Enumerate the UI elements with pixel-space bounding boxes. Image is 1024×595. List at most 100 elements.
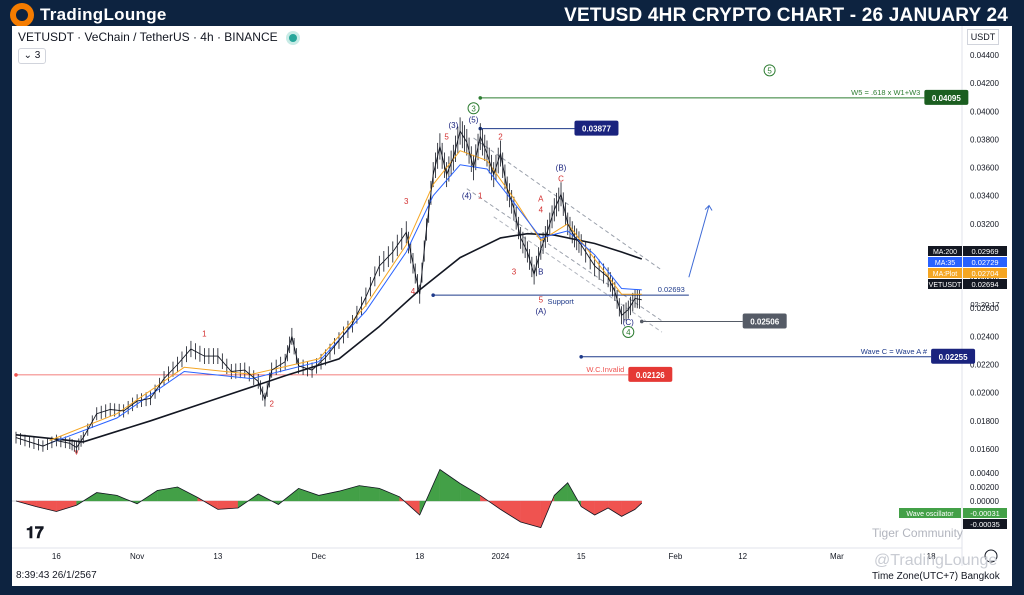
price-tick-label: 0.03400 <box>970 192 999 201</box>
ma35-line <box>49 164 642 444</box>
level-label-wave-c-target: Wave C = Wave A # <box>861 347 928 356</box>
wave-label: 3 <box>404 197 409 206</box>
price-line <box>15 129 642 449</box>
level-label-invalidation: W.C.Invalid <box>586 365 624 374</box>
wave-label: (C) <box>623 318 634 327</box>
level-tag-wave-c-low: 0.02506 <box>750 317 779 326</box>
time-tick-label: Dec <box>312 552 326 561</box>
wave-label: 5 <box>767 66 772 75</box>
wave-circle <box>467 102 480 115</box>
wave-label: 3 <box>512 267 517 276</box>
time-tick-label: Mar <box>830 552 844 561</box>
time-tick-label: 16 <box>52 552 61 561</box>
series-value-tag-bg <box>963 246 1007 256</box>
channel-lower-2 <box>493 216 663 333</box>
level-tag-bg-w5-target <box>924 89 969 105</box>
level-anchor-wave-c-low <box>639 319 644 324</box>
settings-icon <box>984 549 998 563</box>
logo-text: TradingLounge <box>40 5 167 24</box>
wave-label: B <box>538 267 543 276</box>
series-value-tag: 0.02694 <box>971 280 998 289</box>
series-value-tag: 0.02729 <box>971 258 998 267</box>
osc-segment <box>520 500 541 528</box>
wave-label: (5) <box>469 116 479 125</box>
timezone-label[interactable]: Time Zone(UTC+7) Bangkok <box>872 571 1000 582</box>
wave-label: 4 <box>626 328 631 337</box>
wave-label: 4 <box>539 206 544 215</box>
series-value-tag-bg <box>963 257 1007 267</box>
price-tick-label: 0.04400 <box>970 51 999 60</box>
wave-label: (A) <box>535 307 546 316</box>
tiger-watermark: Tiger Community <box>872 526 963 540</box>
osc-tick-label: 0.00200 <box>970 483 999 492</box>
series-name-tag: VETUSDT <box>929 282 962 289</box>
series-name-tag: MA:200 <box>933 249 957 256</box>
maplot-line <box>49 150 642 441</box>
wave-circle <box>763 64 776 77</box>
wave-label: (3) <box>448 121 458 130</box>
indicator-toggle[interactable]: ⌄ 3 <box>18 48 46 64</box>
price-tick-label: 0.03800 <box>970 135 999 144</box>
logo-icon <box>10 3 34 27</box>
osc-tick-label: 0.00000 <box>970 497 999 506</box>
price-tick-label: 0.02400 <box>970 332 999 341</box>
price-tick-label: 0.04200 <box>970 79 999 88</box>
tradingview-icon: 𝟏𝟕 <box>26 525 44 542</box>
osc-segment <box>379 488 400 502</box>
series-value-tag: 0.02969 <box>971 247 998 256</box>
symbol-text[interactable]: VETUSDT · VeChain / TetherUS · 4h · BINA… <box>18 30 278 44</box>
level-tag-invalidation: 0.02126 <box>636 371 665 380</box>
osc-segment <box>177 486 198 502</box>
series-name-tag-bg <box>928 268 962 278</box>
chart-canvas[interactable]: 0.04400 0.04200 0.04000 0.03800 0.03600 0.034… <box>12 26 1012 586</box>
price-tick-label: 0.01600 <box>970 445 999 454</box>
symbol-legend[interactable]: VETUSDT · VeChain / TetherUS · 4h · BINA… <box>18 30 297 44</box>
osc-name-tag: Wave oscillator <box>906 511 954 518</box>
osc-segment <box>554 482 568 502</box>
osc-segment <box>439 469 461 502</box>
chevron-down-icon: ⌄ <box>23 50 33 61</box>
indicator-count: 3 <box>34 50 41 61</box>
level-tag-bg-wave-c-low <box>742 313 787 329</box>
osc-tick-label: 0.00400 <box>970 469 999 478</box>
currency-selector[interactable]: USDT <box>967 29 999 45</box>
tradinglounge-logo: TradingLounge <box>10 3 220 27</box>
wave-label: 1 <box>478 192 483 201</box>
time-tick-label: 13 <box>213 552 222 561</box>
wave-label: 3 <box>471 104 476 113</box>
wave-label: (B) <box>556 163 567 172</box>
time-tick-label: 15 <box>577 552 586 561</box>
page-title: VETUSD 4HR CRYPTO CHART - 26 JANUARY 24 <box>564 5 1008 26</box>
chart-frame[interactable]: 0.04400 0.04200 0.04000 0.03800 0.03600 0.034… <box>12 26 1012 586</box>
wave-label: 4 <box>411 287 416 296</box>
tl-watermark: @TradingLounge <box>874 552 998 569</box>
time-tick-label: Nov <box>130 552 144 561</box>
osc-segment <box>36 500 57 512</box>
price-tick-label: 0.03200 <box>970 220 999 229</box>
wave-label: v <box>75 448 79 457</box>
wave-label: 1 <box>202 329 207 338</box>
wave-label: 5 <box>444 132 449 141</box>
series-value-tag-bg <box>963 279 1007 289</box>
level-midlabel-support: Support <box>548 297 575 306</box>
wave-label: 5 <box>539 296 544 305</box>
level-tag-wave3-high: 0.03877 <box>582 125 611 134</box>
price-tick-label: 0.03600 <box>970 164 999 173</box>
wave-label: 2 <box>498 132 503 141</box>
time-tick-label: 18 <box>927 552 936 561</box>
price-tick-label: 0.02600 <box>970 304 999 313</box>
channel-lower <box>466 188 663 322</box>
level-anchor-w5-target <box>478 96 483 100</box>
wave-label: A <box>538 194 544 203</box>
time-tick-label: 2024 <box>492 552 510 561</box>
projection-arrow-head <box>704 204 713 211</box>
series-name-tag-bg <box>928 257 962 267</box>
wave-circle <box>622 325 635 338</box>
osc-name-tag-bg <box>899 508 961 518</box>
time-tick-label: 12 <box>738 552 747 561</box>
time-tick-label: Feb <box>669 552 683 561</box>
wave-label: C <box>558 175 564 184</box>
osc-segment <box>607 500 622 517</box>
level-tag-w5-target: 0.04095 <box>932 94 961 103</box>
status-time: 8:39:43 26/1/2567 <box>16 570 97 581</box>
